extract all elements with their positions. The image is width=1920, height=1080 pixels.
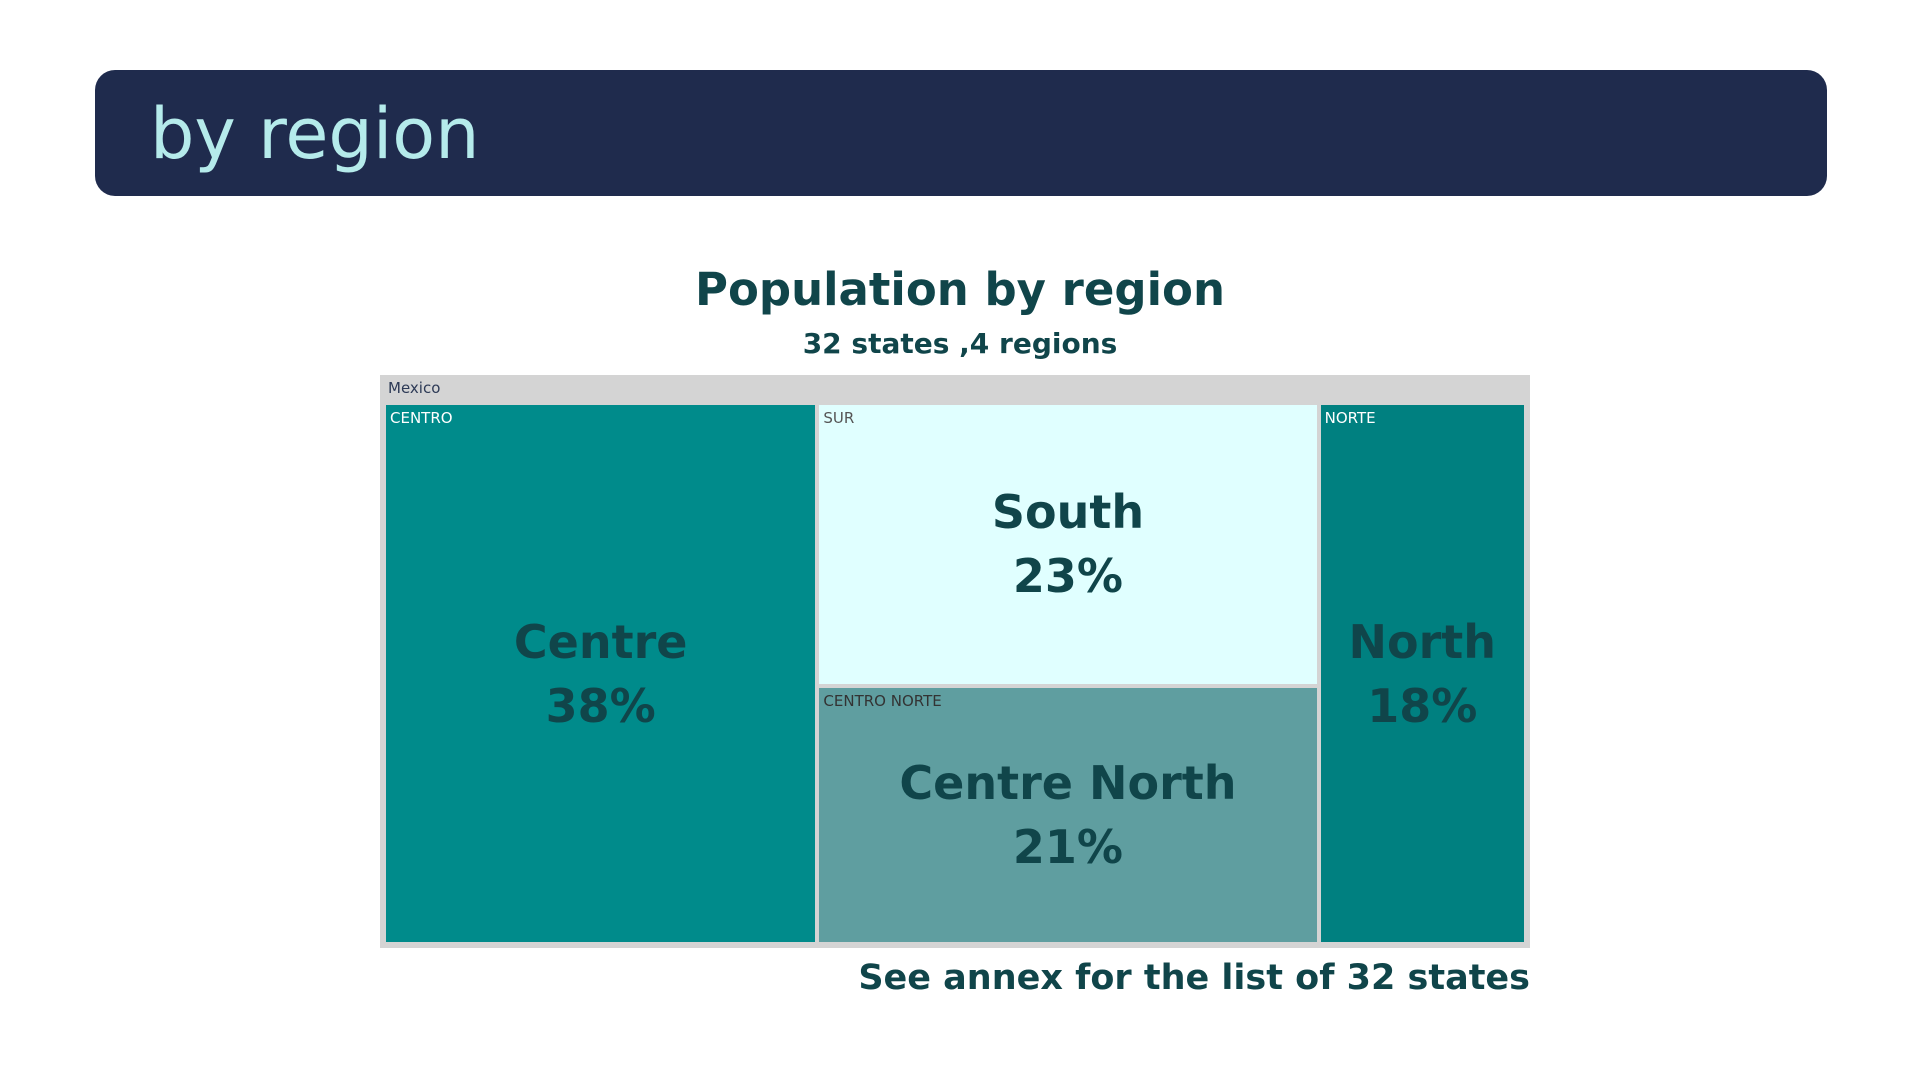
tile-code-label: CENTRO NORTE [823, 691, 942, 710]
annex-footnote: See annex for the list of 32 states [858, 958, 1530, 998]
chart-title: Population by region [694, 263, 1225, 316]
tile-code-label: SUR [823, 409, 855, 427]
treemap-chart: Mexico CENTRO Centre 38% SUR South 23% C… [380, 375, 1530, 948]
tile-name-label: Centre [513, 614, 688, 669]
tile-name-label: North [1348, 614, 1497, 669]
tile-name-label: South [991, 485, 1145, 540]
header-banner: by region [95, 70, 1827, 196]
treemap-root-label: Mexico [388, 379, 441, 397]
treemap-tile-centro[interactable]: CENTRO Centre 38% [386, 405, 816, 942]
treemap-tile-centro-norte[interactable]: CENTRO NORTE Centre North 21% [819, 687, 1317, 942]
treemap-tile-norte[interactable]: NORTE North 18% [1320, 405, 1524, 942]
tile-percent-label: 23% [1012, 549, 1124, 604]
tile-percent-label: 18% [1367, 678, 1478, 733]
tile-percent-label: 38% [545, 678, 656, 733]
tile-percent-label: 21% [1012, 819, 1124, 874]
chart-subtitle: 32 states ,4 regions [802, 327, 1118, 360]
page-title: by region [150, 93, 480, 175]
tile-code-label: CENTRO [390, 409, 453, 427]
tile-code-label: NORTE [1324, 409, 1376, 427]
treemap-tile-sur[interactable]: SUR South 23% [819, 405, 1317, 684]
tile-name-label: Centre North [899, 755, 1237, 810]
